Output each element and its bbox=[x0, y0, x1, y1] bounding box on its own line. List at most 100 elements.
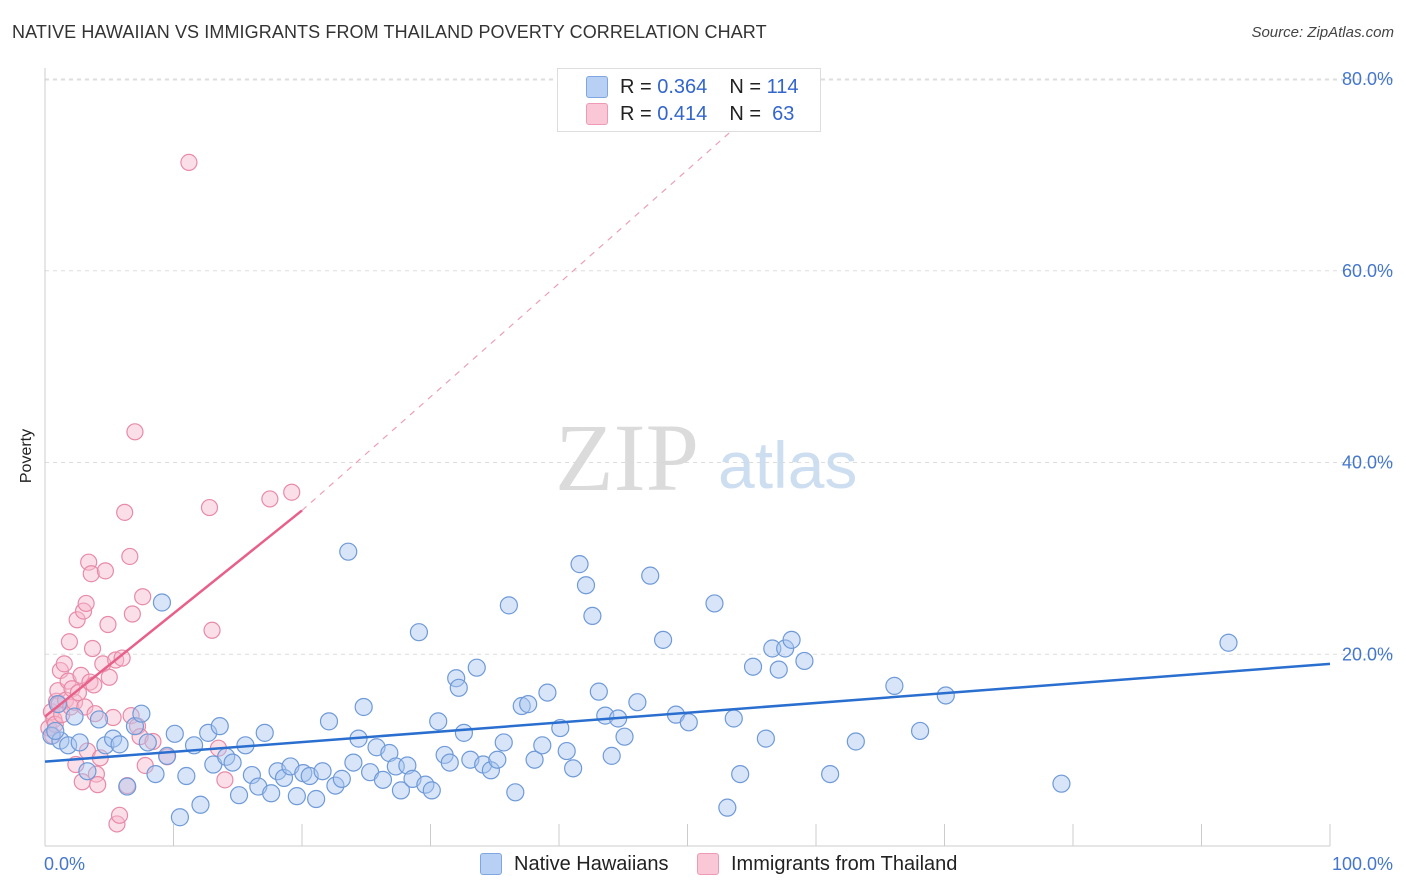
legend-n-label: N = bbox=[729, 75, 761, 98]
legend-row-hawaiians: R = 0.364 N = 114 bbox=[586, 75, 798, 99]
data-point-hawaiian bbox=[96, 736, 115, 755]
data-point-hawaiian bbox=[409, 623, 429, 642]
watermark-zip: ZIP bbox=[555, 404, 699, 511]
bottom-legend-swatch-pink bbox=[697, 853, 719, 875]
data-point-hawaiian bbox=[525, 750, 544, 769]
data-point-hawaiian bbox=[255, 723, 274, 742]
data-point-hawaiian bbox=[488, 750, 507, 769]
legend-swatch-pink bbox=[586, 103, 608, 125]
data-point-hawaiian bbox=[467, 658, 486, 677]
chart-title: NATIVE HAWAIIAN VS IMMIGRANTS FROM THAIL… bbox=[12, 22, 767, 42]
data-point-hawaiian bbox=[210, 717, 229, 736]
data-point-hawaiian bbox=[589, 682, 608, 701]
trend-line-thailand-extension bbox=[301, 78, 791, 511]
data-point-hawaiian bbox=[718, 798, 737, 817]
data-point-hawaiian bbox=[641, 566, 660, 585]
data-point-hawaiian bbox=[199, 723, 218, 742]
data-point-hawaiian bbox=[763, 639, 782, 658]
data-point-hawaiian bbox=[705, 594, 724, 613]
legend-n-value: 63 bbox=[772, 102, 795, 125]
data-point-thailand bbox=[116, 503, 134, 521]
data-point-hawaiian bbox=[564, 759, 583, 778]
data-point-hawaiian bbox=[326, 776, 345, 795]
trend-line-thailand bbox=[44, 509, 303, 718]
data-point-hawaiian bbox=[795, 651, 814, 671]
x-tick-label: 0.0% bbox=[44, 854, 85, 874]
data-point-hawaiian bbox=[177, 766, 196, 786]
data-point-thailand bbox=[46, 715, 64, 733]
data-point-hawaiian bbox=[429, 712, 448, 731]
bottom-legend-label: Native Hawaiians bbox=[514, 852, 669, 875]
data-point-hawaiian bbox=[576, 576, 596, 595]
data-point-hawaiian bbox=[70, 733, 89, 752]
data-point-hawaiian bbox=[262, 784, 281, 803]
data-point-hawaiian bbox=[138, 733, 157, 752]
data-point-thailand bbox=[72, 666, 90, 684]
data-point-hawaiian bbox=[885, 676, 904, 695]
data-point-thailand bbox=[68, 611, 86, 629]
data-point-hawaiian bbox=[570, 555, 589, 574]
data-point-hawaiian bbox=[373, 770, 393, 789]
data-point-hawaiian bbox=[146, 764, 165, 784]
trend-line-hawaiians bbox=[44, 662, 1331, 763]
data-point-thailand bbox=[77, 594, 95, 613]
data-point-hawaiian bbox=[756, 729, 775, 748]
bottom-legend-label: Immigrants from Thailand bbox=[731, 852, 958, 875]
data-point-hawaiian bbox=[223, 753, 242, 772]
data-point-hawaiian bbox=[65, 707, 84, 726]
grid-lines bbox=[45, 78, 1393, 655]
legend-swatch-blue bbox=[586, 76, 608, 98]
data-point-hawaiian bbox=[494, 733, 513, 752]
data-point-hawaiian bbox=[936, 686, 955, 705]
data-point-hawaiian bbox=[46, 721, 65, 741]
data-point-thailand bbox=[99, 615, 117, 634]
data-point-hawaiian bbox=[743, 657, 763, 676]
data-point-hawaiian bbox=[398, 756, 417, 775]
data-point-hawaiian bbox=[422, 781, 441, 800]
data-point-hawaiian bbox=[653, 630, 673, 649]
data-point-thailand bbox=[126, 423, 144, 441]
data-point-hawaiian bbox=[679, 713, 698, 732]
data-point-hawaiian bbox=[78, 762, 97, 781]
data-point-hawaiian bbox=[440, 753, 459, 772]
hawaiian-points bbox=[42, 542, 1238, 827]
data-point-hawaiian bbox=[533, 736, 552, 755]
data-point-hawaiian bbox=[1052, 774, 1071, 793]
data-point-hawaiian bbox=[538, 683, 557, 702]
legend-r-value: 0.414 bbox=[657, 102, 708, 125]
data-point-hawaiian bbox=[731, 764, 750, 784]
y-tick-label: 40.0% bbox=[1342, 453, 1393, 473]
data-point-hawaiian bbox=[615, 727, 634, 746]
y-tick-label: 20.0% bbox=[1342, 644, 1393, 664]
y-tick-label: 80.0% bbox=[1342, 69, 1393, 89]
data-point-hawaiian bbox=[313, 762, 332, 781]
data-point-hawaiian bbox=[506, 783, 525, 802]
data-point-thailand bbox=[113, 649, 131, 667]
data-point-thailand bbox=[110, 806, 129, 824]
data-point-hawaiian bbox=[769, 660, 788, 679]
data-point-hawaiian bbox=[191, 795, 210, 814]
data-point-thailand bbox=[60, 633, 79, 651]
data-point-hawaiian bbox=[628, 693, 647, 712]
data-point-hawaiian bbox=[724, 709, 743, 728]
data-point-hawaiian bbox=[152, 593, 172, 612]
data-point-thailand bbox=[69, 683, 88, 702]
data-point-hawaiian bbox=[481, 761, 500, 780]
data-point-thailand bbox=[216, 771, 234, 789]
data-point-hawaiian bbox=[157, 746, 177, 765]
data-point-hawaiian bbox=[846, 732, 865, 751]
data-point-hawaiian bbox=[242, 765, 261, 785]
data-point-hawaiian bbox=[354, 697, 373, 717]
legend-n-label: N = bbox=[729, 102, 761, 125]
legend-n-value: 114 bbox=[766, 75, 799, 98]
data-point-hawaiian bbox=[454, 723, 474, 742]
data-point-thailand bbox=[83, 639, 102, 658]
legend-r-label: R = bbox=[620, 75, 652, 98]
watermark: ZIP atlas bbox=[555, 404, 857, 511]
data-point-hawaiian bbox=[512, 696, 531, 716]
source-label: Source: ZipAtlas.com bbox=[1251, 24, 1394, 41]
data-point-thailand bbox=[85, 676, 103, 694]
data-point-hawaiian bbox=[344, 753, 363, 772]
data-point-hawaiian bbox=[307, 789, 326, 809]
data-point-hawaiian bbox=[602, 746, 621, 765]
